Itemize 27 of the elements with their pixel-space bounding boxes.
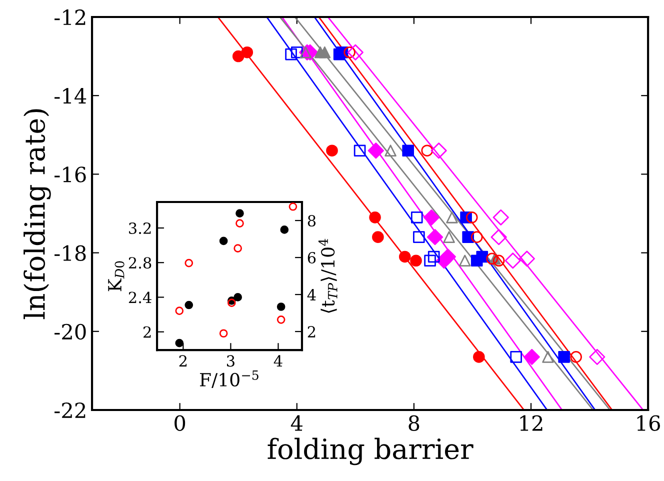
y-tick-label: -22 [54,402,86,418]
y-tick-label: -12 [54,9,86,25]
y2-tick-label: 2 [308,326,316,338]
y-tick-label: -20 [54,324,86,340]
y-tick-label: 2 [143,326,151,338]
x-tick-label: 3 [227,355,234,367]
y-tick-label: 2.8 [128,257,152,269]
y-tick-label: -14 [54,88,86,104]
y2-axis-title: ⟨t$_{TP}$⟩/10$^{4}$ [318,238,338,313]
x-axis-title: folding barrier [268,438,474,466]
y-tick-label: 3.2 [129,222,151,234]
y-tick-label: 2.4 [128,292,152,304]
x-tick-label: 12 [520,415,542,431]
x-tick-label: 16 [637,415,660,431]
y2-tick-label: 4 [307,288,316,300]
y2-tick-label: 8 [308,214,316,227]
x-axis-title: F/10$^{−5}$ [200,370,258,388]
x-tick-label: 2 [179,355,187,366]
x-tick-label: 0 [174,415,186,431]
x-tick-label: 4 [274,355,282,366]
x-tick-label: 8 [408,415,420,431]
y2-tick-label: 6 [308,252,316,264]
x-tick-label: 4 [290,415,302,431]
y-axis-title: K$_{D0}$ [108,261,124,292]
y-tick-label: -16 [54,166,86,182]
y-axis-title: ln(folding rate) [24,109,51,320]
y-tick-label: -18 [54,245,86,262]
